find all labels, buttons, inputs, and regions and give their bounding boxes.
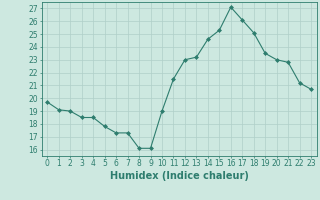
X-axis label: Humidex (Indice chaleur): Humidex (Indice chaleur) — [110, 171, 249, 181]
